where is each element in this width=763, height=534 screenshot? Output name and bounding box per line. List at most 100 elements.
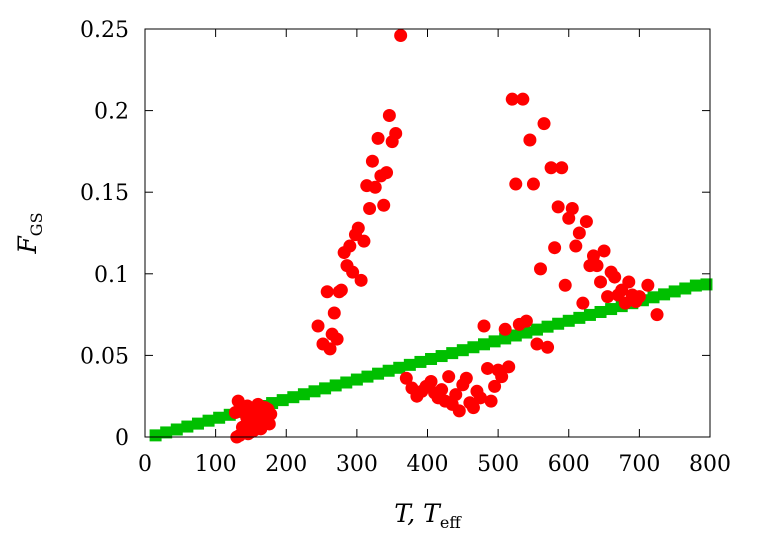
y-tick-label: 0.2	[94, 100, 129, 125]
data-point-circle	[597, 244, 611, 258]
data-point-circle	[323, 342, 337, 356]
data-point-circle	[449, 388, 463, 402]
data-point-circle	[371, 131, 385, 145]
data-point-square	[414, 355, 427, 368]
data-point-circle	[601, 290, 615, 304]
data-point-circle	[459, 371, 473, 385]
data-point-square	[679, 282, 692, 295]
data-point-circle	[368, 180, 382, 194]
data-point-square	[329, 379, 342, 392]
data-point-square	[509, 329, 522, 342]
x-axis-label: T, Teff	[394, 499, 462, 532]
data-point-square	[488, 335, 501, 348]
data-point-circle	[555, 161, 569, 175]
data-point-square	[552, 317, 565, 330]
data-point-square	[191, 417, 204, 430]
data-point-circle	[357, 234, 371, 248]
data-point-circle	[346, 265, 360, 279]
data-point-square	[361, 370, 374, 383]
data-point-circle	[516, 92, 530, 106]
data-point-square	[276, 394, 289, 407]
data-point-circle	[590, 259, 604, 273]
data-point-square	[350, 373, 363, 386]
data-point-circle	[569, 239, 583, 253]
data-point-circle	[509, 177, 523, 191]
data-point-circle	[380, 166, 394, 180]
data-point-circle	[544, 161, 558, 175]
data-point-circle	[311, 319, 325, 333]
data-point-circle	[389, 126, 403, 140]
data-point-circle	[442, 370, 456, 384]
data-point-circle	[579, 215, 593, 229]
x-tick-label: 100	[195, 452, 237, 477]
data-point-circle	[565, 202, 579, 216]
data-point-square	[583, 308, 596, 321]
data-point-circle	[586, 249, 600, 263]
data-point-circle	[505, 92, 519, 106]
data-point-square	[530, 323, 543, 336]
data-point-square	[478, 338, 490, 351]
data-point-square	[372, 367, 385, 380]
data-point-circle	[452, 404, 466, 418]
data-point-circle	[365, 154, 379, 168]
data-point-circle	[424, 375, 438, 389]
data-point-circle	[551, 200, 565, 214]
data-point-circle	[488, 379, 502, 393]
data-point-circle	[572, 226, 586, 240]
data-point-circle	[608, 270, 622, 284]
data-point-square	[647, 291, 660, 304]
data-point-circle	[558, 278, 572, 292]
data-point-square	[213, 411, 226, 424]
data-point-circle	[495, 370, 509, 384]
data-point-square	[181, 420, 194, 433]
data-point-circle	[562, 211, 576, 225]
data-point-circle	[363, 202, 377, 216]
data-point-square	[668, 285, 681, 298]
data-point-square	[170, 423, 183, 436]
data-point-circle	[481, 361, 495, 375]
data-point-square	[658, 288, 671, 301]
data-point-circle	[548, 241, 562, 255]
data-point-circle	[537, 117, 551, 131]
data-point-square	[573, 311, 586, 324]
y-axis-label-main: F	[13, 235, 42, 255]
data-point-square	[308, 385, 321, 398]
data-point-circle	[261, 402, 275, 416]
data-point-square	[340, 376, 353, 389]
data-point-square	[689, 279, 702, 292]
data-point-circle	[351, 221, 365, 235]
data-point-circle	[382, 108, 396, 122]
x-tick-label: 200	[265, 452, 307, 477]
x-tick-label: 0	[138, 452, 152, 477]
data-point-square	[149, 429, 162, 442]
data-point-circle	[498, 322, 512, 336]
data-point-square	[594, 305, 607, 318]
data-point-square	[319, 382, 332, 395]
data-point-circle	[320, 285, 334, 299]
data-point-circle	[530, 337, 544, 351]
x-tick-label: 600	[548, 452, 590, 477]
x-tick-label: 500	[477, 452, 519, 477]
data-point-square	[562, 314, 575, 327]
data-point-circle	[641, 278, 655, 292]
data-point-circle	[394, 29, 408, 43]
data-point-square	[393, 361, 406, 374]
data-point-circle	[334, 283, 348, 297]
data-point-circle	[240, 399, 254, 413]
y-tick-label: 0.15	[80, 181, 129, 206]
data-point-square	[202, 414, 215, 427]
y-tick-label: 0.25	[80, 18, 129, 43]
data-point-square	[403, 358, 416, 371]
data-point-square	[382, 364, 395, 377]
y-axis-label: FGS	[13, 212, 46, 254]
data-point-square	[287, 391, 300, 404]
data-point-square	[520, 326, 533, 339]
data-point-circle	[435, 383, 449, 397]
data-point-circle	[377, 198, 391, 212]
data-point-square	[446, 347, 459, 360]
data-point-circle	[484, 394, 498, 408]
y-tick-label: 0.1	[94, 263, 129, 288]
data-point-circle	[399, 371, 413, 385]
data-point-circle	[526, 177, 540, 191]
x-axis-label-sub: eff	[440, 513, 462, 532]
